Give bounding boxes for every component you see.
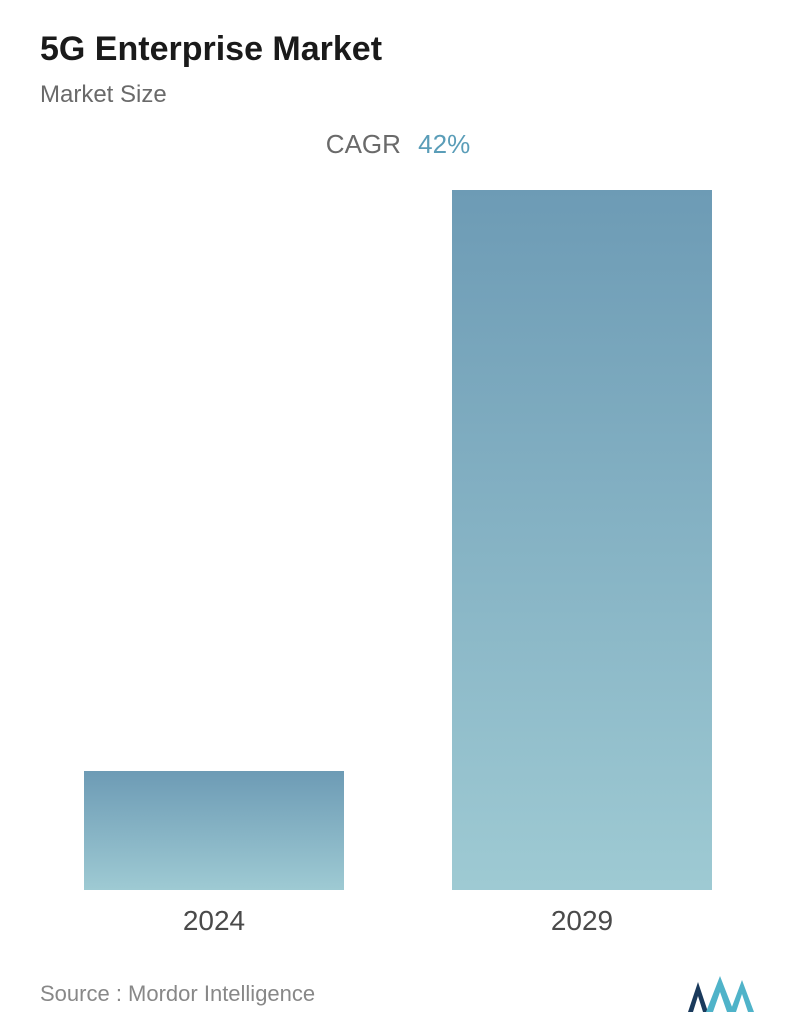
logo-right-shape [730, 980, 754, 1012]
source-text: Source : Mordor Intelligence [40, 981, 315, 1007]
chart-x-label: 2029 [452, 905, 712, 937]
chart-bar [452, 190, 712, 890]
cagr-label: CAGR [326, 129, 401, 159]
page-subtitle: Market Size [40, 81, 756, 109]
chart-x-labels: 2024 2029 [70, 905, 726, 937]
bar-chart [70, 170, 726, 890]
footer: Source : Mordor Intelligence [40, 974, 756, 1014]
chart-bar [84, 771, 344, 890]
brand-logo-icon [686, 974, 756, 1014]
logo-left-shape [688, 982, 708, 1012]
cagr-row: CAGR 42% [40, 129, 756, 160]
cagr-value: 42% [418, 129, 470, 159]
chart-x-label: 2024 [84, 905, 344, 937]
logo-middle-shape [706, 976, 734, 1012]
page-title: 5G Enterprise Market [40, 30, 756, 69]
